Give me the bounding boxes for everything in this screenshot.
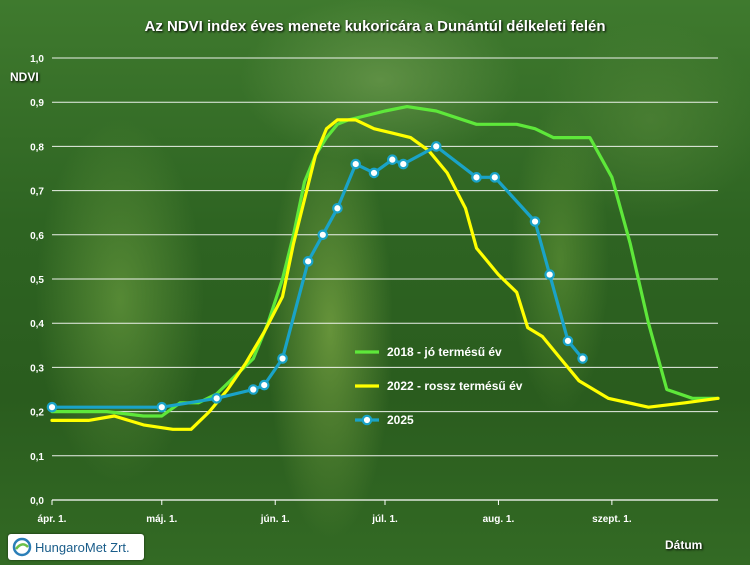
grid-layer — [52, 57, 718, 457]
y-tick-label: 0,1 — [30, 452, 44, 463]
y-tick-label: 0,7 — [30, 187, 44, 198]
data-point — [258, 379, 270, 391]
series-line-3 — [50, 144, 585, 409]
data-point — [332, 202, 343, 214]
legend: 2018 - jó termésű év 2022 - rossz termésű… — [355, 345, 523, 427]
data-point — [529, 216, 541, 227]
x-tick-label: aug. 1. — [483, 514, 515, 525]
x-tick-label: ápr. 1. — [38, 514, 67, 525]
data-point — [397, 158, 409, 170]
data-point — [368, 167, 380, 179]
chart-title: Az NDVI index éves menete kukoricára a D… — [144, 18, 606, 35]
x-tick-label: máj. 1. — [146, 514, 177, 525]
data-point — [350, 158, 362, 170]
data-point — [46, 401, 58, 413]
data-point — [430, 141, 442, 152]
data-point — [156, 401, 168, 413]
x-tick-label: szept. 1. — [592, 514, 632, 525]
data-point — [302, 256, 314, 267]
y-tick-label: 0,5 — [30, 275, 44, 286]
data-point — [317, 229, 329, 241]
legend-marker — [361, 414, 373, 426]
y-tick-label: 0,0 — [30, 496, 44, 507]
y-tick-label: 0,8 — [30, 142, 44, 153]
data-point — [247, 384, 259, 395]
hungaromet-logo: HungaroMet Zrt. — [8, 534, 144, 560]
y-tick-label: 0,2 — [30, 408, 44, 419]
data-point — [577, 353, 588, 364]
x-axis-label: Dátum — [665, 538, 703, 552]
x-tick-label: jún. 1. — [260, 514, 290, 525]
series-line-1 — [50, 104, 720, 418]
y-axis-label: NDVI — [10, 70, 39, 84]
legend-label: 2018 - jó termésű év — [387, 345, 502, 359]
data-point — [489, 172, 501, 183]
logo-text: HungaroMet Zrt. — [35, 539, 130, 555]
logo-swirl-icon — [12, 537, 32, 557]
data-point — [562, 335, 574, 347]
data-point — [211, 393, 222, 404]
series-layer — [46, 104, 720, 431]
data-point — [471, 172, 482, 183]
y-tick-label: 0,9 — [30, 98, 44, 109]
y-tick-label: 0,6 — [30, 231, 44, 242]
x-tick-label: júl. 1. — [371, 514, 398, 525]
axis-layer: 0,0 0,1 0,2 0,3 0,4 0,5 0,6 0,7 0,8 0,9 1,0 ápr. 1.… — [30, 54, 718, 525]
legend-label: 2022 - rossz termésű év — [387, 379, 523, 393]
data-point — [387, 154, 398, 165]
series-line-2 — [50, 118, 720, 431]
y-tick-label: 0,3 — [30, 363, 44, 374]
legend-label: 2025 — [387, 413, 414, 427]
data-point — [277, 353, 288, 364]
data-point — [544, 269, 555, 280]
y-tick-label: 1,0 — [30, 54, 44, 65]
y-tick-label: 0,4 — [30, 319, 44, 330]
